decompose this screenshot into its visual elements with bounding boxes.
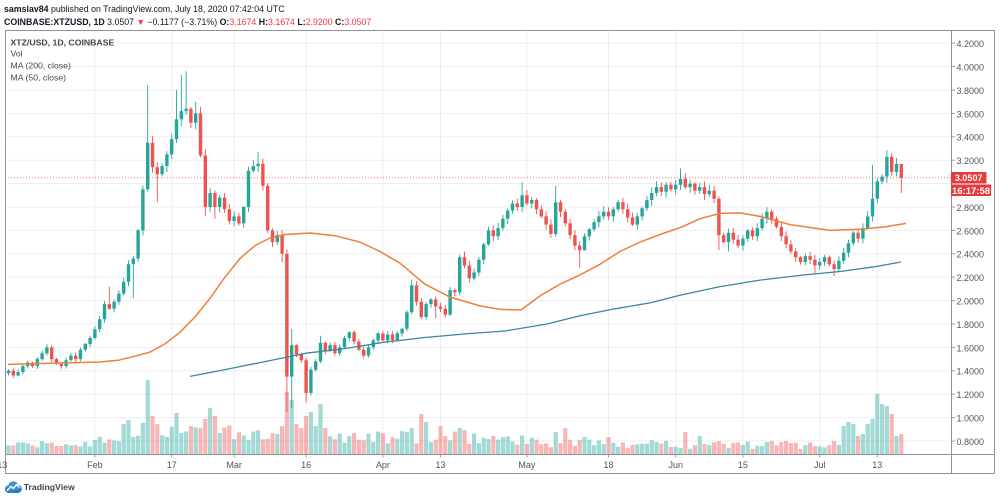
- svg-text:XTZ/USD, 1D, COINBASE: XTZ/USD, 1D, COINBASE: [11, 38, 115, 48]
- svg-text:16: 16: [301, 460, 311, 470]
- svg-text:3.4000: 3.4000: [957, 133, 985, 143]
- svg-text:COINBASE:XTZUSD, 1D 3.0507 ▼ −: COINBASE:XTZUSD, 1D 3.0507 ▼ −0.1177 (−3…: [4, 17, 371, 27]
- svg-text:13: 13: [872, 460, 882, 470]
- svg-text:15: 15: [738, 460, 748, 470]
- svg-text:MA (50, close): MA (50, close): [11, 73, 67, 83]
- svg-text:Jul: Jul: [814, 460, 826, 470]
- svg-text:Apr: Apr: [376, 460, 390, 470]
- svg-text:2.8000: 2.8000: [957, 203, 985, 213]
- svg-text:3.0507: 3.0507: [955, 173, 983, 183]
- svg-text:17: 17: [167, 460, 177, 470]
- svg-text:Vol: Vol: [11, 49, 23, 59]
- svg-text:1.4000: 1.4000: [957, 367, 985, 377]
- svg-text:4.2000: 4.2000: [957, 39, 985, 49]
- svg-text:MA (200, close): MA (200, close): [11, 61, 71, 71]
- svg-text:3.8000: 3.8000: [957, 86, 985, 96]
- svg-text:13: 13: [435, 460, 445, 470]
- svg-text:2.0000: 2.0000: [957, 297, 985, 307]
- svg-text:Mar: Mar: [226, 460, 242, 470]
- svg-text:Feb: Feb: [87, 460, 103, 470]
- svg-text:2.2000: 2.2000: [957, 273, 985, 283]
- svg-text:Jun: Jun: [668, 460, 683, 470]
- svg-text:2.4000: 2.4000: [957, 250, 985, 260]
- svg-text:1.0000: 1.0000: [957, 414, 985, 424]
- svg-text:1.2000: 1.2000: [957, 390, 985, 400]
- svg-text:1.6000: 1.6000: [957, 343, 985, 353]
- svg-text:2.6000: 2.6000: [957, 226, 985, 236]
- svg-text:1.8000: 1.8000: [957, 320, 985, 330]
- svg-text:TradingView: TradingView: [24, 482, 75, 492]
- svg-text:13: 13: [0, 460, 7, 470]
- svg-text:3.6000: 3.6000: [957, 109, 985, 119]
- svg-text:0.8000: 0.8000: [957, 437, 985, 447]
- svg-text:samslav84 published on Trading: samslav84 published on TradingView.com, …: [4, 4, 285, 14]
- svg-text:3.2000: 3.2000: [957, 156, 985, 166]
- svg-text:18: 18: [603, 460, 613, 470]
- svg-text:4.0000: 4.0000: [957, 63, 985, 73]
- svg-text:16:17:58: 16:17:58: [952, 186, 990, 197]
- svg-text:May: May: [518, 460, 536, 470]
